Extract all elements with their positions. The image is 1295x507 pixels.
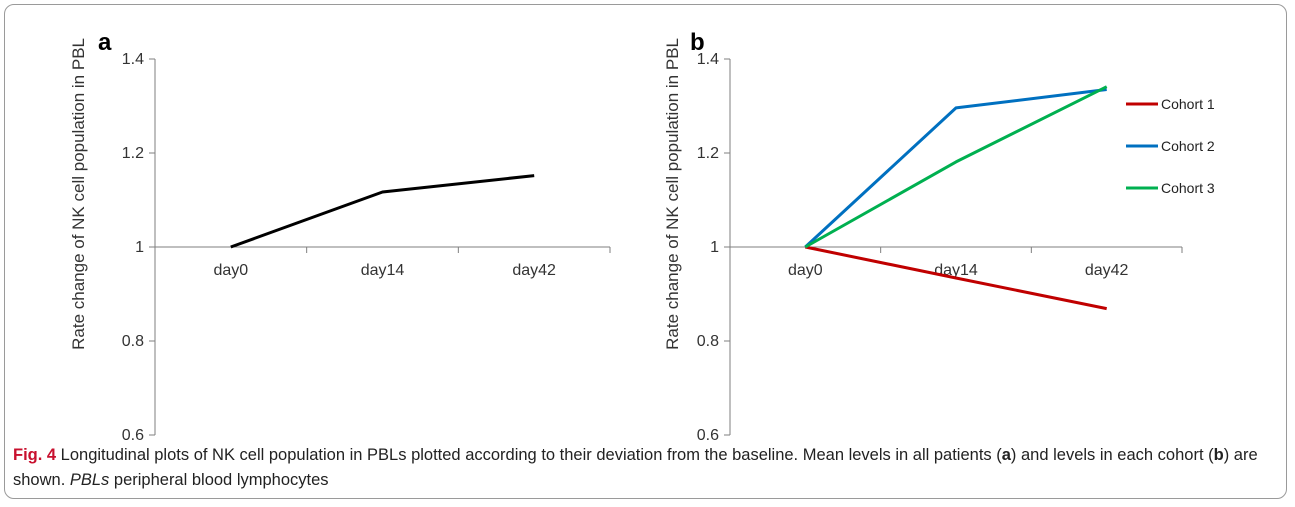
y-tick-label: 0.8 (697, 333, 719, 350)
x-tick-label: day14 (361, 262, 405, 279)
y-axis-title: Rate change of NK cell population in PBL (69, 38, 88, 350)
x-tick-label: day14 (934, 262, 978, 279)
caption-panel-b: b (1213, 446, 1224, 464)
y-tick-label: 1.2 (697, 145, 719, 162)
series-line (230, 174, 535, 249)
caption-text-3: ) are shown. (13, 446, 1258, 489)
y-tick-label: 1.4 (697, 51, 719, 68)
y-tick-label: 1 (710, 239, 719, 256)
figure-caption: Fig. 4 Longitudinal plots of NK cell pop… (13, 443, 1273, 493)
figure-charts: a 0.6 0.8 1 1.2 1.4 day0 day14 day42 Rate change … (69, 29, 1215, 440)
caption-abbreviation: PBLs (69, 471, 110, 489)
legend-label: Cohort 2 (1161, 138, 1215, 154)
legend-label: Cohort 3 (1161, 180, 1215, 196)
y-tick-label: 0.8 (122, 333, 144, 350)
y-tick-label: 0.6 (122, 427, 144, 440)
series-line-cohort-3 (804, 85, 1108, 249)
panel-label: a (98, 29, 112, 56)
caption-text-1: Longitudinal plots of NK cell population… (56, 446, 1002, 464)
chart-panel-a: a 0.6 0.8 1 1.2 1.4 day0 day14 day42 Rate change … (69, 29, 611, 440)
y-axis-title: Rate change of NK cell population in PBL (663, 38, 682, 350)
x-tick-label: day42 (1085, 262, 1129, 279)
x-tick-label: day0 (788, 262, 823, 279)
chart-panel-b: b 0.6 0.8 1 1.2 1.4 day0 day14 day42 Rate change … (663, 29, 1215, 440)
series-line-cohort-1 (804, 245, 1107, 311)
panel-label: b (690, 29, 705, 56)
figure-frame (4, 4, 1287, 499)
y-tick-label: 1.2 (122, 145, 144, 162)
x-tick-label: day0 (213, 262, 248, 279)
y-tick-label: 0.6 (697, 427, 719, 440)
caption-panel-a: a (1001, 446, 1011, 464)
y-tick-label: 1 (135, 239, 144, 256)
series-line-cohort-2 (804, 88, 1107, 249)
caption-text-2: ) and levels in each cohort ( (1010, 446, 1214, 464)
y-tick-label: 1.4 (122, 51, 144, 68)
figure-label: Fig. 4 (13, 446, 57, 464)
x-tick-label: day42 (512, 262, 556, 279)
legend-label: Cohort 1 (1161, 96, 1215, 112)
caption-abbreviation-definition: peripheral blood lymphocytes (109, 471, 329, 489)
